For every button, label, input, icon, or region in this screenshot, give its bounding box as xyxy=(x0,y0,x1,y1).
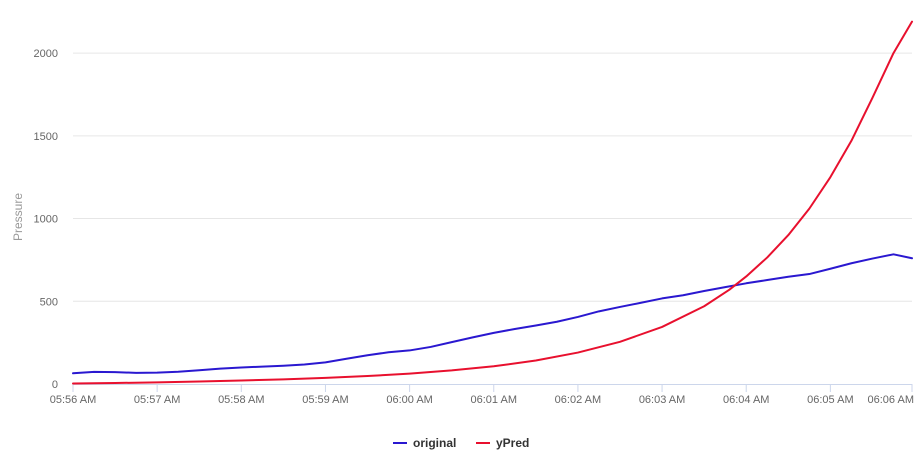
x-tick-label: 05:58 AM xyxy=(218,394,264,406)
x-tick-label: 06:00 AM xyxy=(386,394,432,406)
series-line-yPred xyxy=(72,20,913,385)
grid-lines xyxy=(73,52,912,302)
x-tick-label: 06:01 AM xyxy=(471,394,517,406)
legend-item-yPred[interactable]: yPred xyxy=(476,436,529,450)
legend: original yPred xyxy=(393,436,529,450)
y-tick-label: 500 xyxy=(40,296,58,308)
y-tick-label: 1500 xyxy=(34,131,58,143)
series-line-original xyxy=(72,253,913,375)
x-tick-label: 06:03 AM xyxy=(639,394,685,406)
x-tick-label: 06:02 AM xyxy=(555,394,601,406)
x-axis-ticks: 05:56 AM 05:57 AM 05:58 AM 05:59 AM 06:00 AM… xyxy=(50,384,914,406)
series-layer xyxy=(72,20,913,385)
y-tick-label: 0 xyxy=(52,379,58,391)
x-tick-label: 06:04 AM xyxy=(723,394,769,406)
y-tick-label: 1000 xyxy=(34,214,58,226)
y-tick-label: 2000 xyxy=(34,48,58,60)
x-tick-label: 06:06 AM xyxy=(868,394,914,406)
y-axis-title: Pressure xyxy=(11,193,25,241)
legend-label: yPred xyxy=(496,436,529,450)
legend-item-original[interactable]: original xyxy=(393,436,456,450)
x-tick-label: 06:05 AM xyxy=(807,394,853,406)
x-tick-label: 05:57 AM xyxy=(134,394,180,406)
x-tick-label: 05:56 AM xyxy=(50,394,96,406)
y-axis-tick-labels: 0 500 1000 1500 2000 xyxy=(34,48,58,391)
legend-label: original xyxy=(413,436,456,450)
x-tick-label: 05:59 AM xyxy=(302,394,348,406)
